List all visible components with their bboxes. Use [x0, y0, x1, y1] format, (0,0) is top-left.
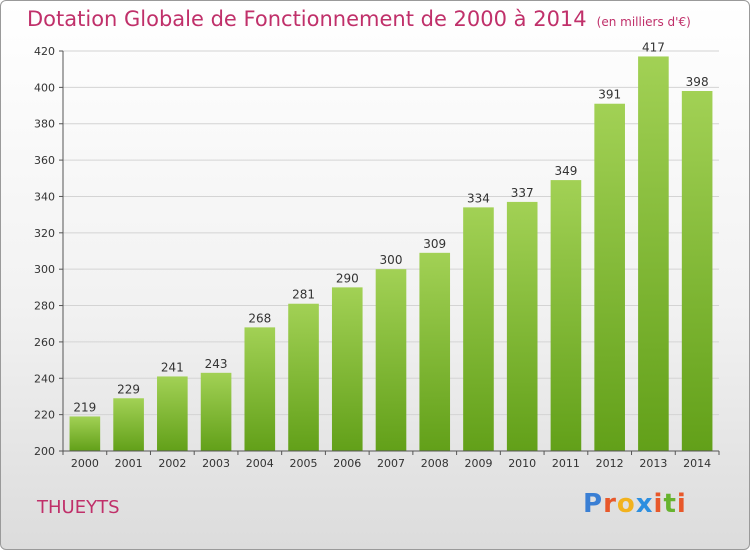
value-label-2011: 349	[554, 164, 577, 178]
x-tick-label-2011: 2011	[552, 457, 580, 470]
bar-2010[interactable]	[506, 201, 538, 451]
y-tick-label: 280	[34, 300, 55, 313]
x-tick-label-2014: 2014	[683, 457, 711, 470]
bar-2012[interactable]	[594, 103, 625, 452]
bar-2004[interactable]	[244, 327, 276, 451]
x-tick-label-2004: 2004	[246, 457, 274, 470]
bar-2011[interactable]	[550, 180, 582, 451]
value-label-2012: 391	[598, 88, 621, 102]
logo-letter: P	[583, 489, 604, 519]
value-label-2003: 243	[205, 357, 228, 371]
bar-2000[interactable]	[69, 416, 101, 451]
y-tick-label: 240	[34, 372, 55, 385]
y-tick-label: 400	[34, 81, 55, 94]
value-label-2009: 334	[467, 191, 490, 205]
y-tick-label: 360	[34, 154, 55, 167]
value-label-2010: 337	[511, 186, 534, 200]
value-label-2001: 229	[117, 382, 140, 396]
y-tick-label: 380	[34, 118, 55, 131]
x-tick-label-2006: 2006	[333, 457, 361, 470]
bar-2005[interactable]	[288, 303, 319, 451]
proxiti-logo[interactable]: Proxiti	[583, 489, 687, 519]
commune-name: THUEYTS	[37, 497, 120, 518]
value-label-2008: 309	[423, 237, 446, 251]
logo-letter: r	[603, 489, 617, 519]
bar-2001[interactable]	[113, 398, 144, 451]
chart-unit-label: (en milliers d'€)	[596, 15, 691, 29]
bar-2006[interactable]	[331, 287, 363, 451]
x-tick-label-2007: 2007	[377, 457, 405, 470]
x-tick-label-2010: 2010	[508, 457, 536, 470]
value-label-2014: 398	[686, 75, 709, 89]
value-label-2005: 281	[292, 288, 315, 302]
bar-2009[interactable]	[463, 207, 494, 451]
x-axis: 2000 2001 2002 2003 2004 2005 2006 2007 2008 2009…	[62, 450, 720, 470]
value-label-2004: 268	[248, 311, 271, 325]
y-tick-label: 260	[34, 336, 55, 349]
bars: 219 229 241 243 268 281 290 300 309 334 337 349 391 4…	[69, 40, 713, 452]
x-tick-label-2013: 2013	[639, 457, 667, 470]
x-tick-label-2001: 2001	[115, 457, 143, 470]
bar-2013[interactable]	[638, 56, 669, 452]
bar-2014[interactable]	[681, 91, 713, 451]
value-label-2002: 241	[161, 360, 184, 374]
value-label-2007: 300	[380, 253, 403, 267]
y-tick-label: 420	[34, 45, 55, 58]
bar-2002[interactable]	[157, 376, 188, 451]
bar-2007[interactable]	[375, 269, 407, 451]
chart-title-text: Dotation Globale de Fonctionnement de 20…	[27, 7, 587, 31]
x-tick-label-2003: 2003	[202, 457, 230, 470]
y-tick-label: 200	[34, 445, 55, 458]
y-tick-label: 340	[34, 190, 55, 203]
y-axis: 200 220 240 260 280 300 320 340 360 380 400 420	[34, 45, 64, 458]
y-tick-label: 220	[34, 409, 55, 422]
value-label-2006: 290	[336, 271, 359, 285]
value-label-2000: 219	[73, 400, 96, 414]
x-tick-label-2012: 2012	[596, 457, 624, 470]
chart-title: Dotation Globale de Fonctionnement de 20…	[27, 7, 691, 31]
x-tick-label-2008: 2008	[421, 457, 449, 470]
y-tick-label: 320	[34, 227, 55, 240]
x-tick-label-2005: 2005	[290, 457, 318, 470]
x-tick-label-2009: 2009	[464, 457, 492, 470]
logo-letter: i	[653, 489, 664, 519]
x-tick-label-2002: 2002	[158, 457, 186, 470]
logo-letter: o	[616, 489, 636, 519]
logo-letter: i	[676, 489, 687, 519]
logo-letter: t	[663, 489, 677, 519]
bar-2008[interactable]	[419, 252, 451, 451]
bar-2003[interactable]	[200, 372, 232, 451]
logo-letter: x	[635, 489, 654, 519]
value-label-2013: 417	[642, 40, 665, 54]
x-tick-label-2000: 2000	[71, 457, 99, 470]
y-tick-label: 300	[34, 263, 55, 276]
